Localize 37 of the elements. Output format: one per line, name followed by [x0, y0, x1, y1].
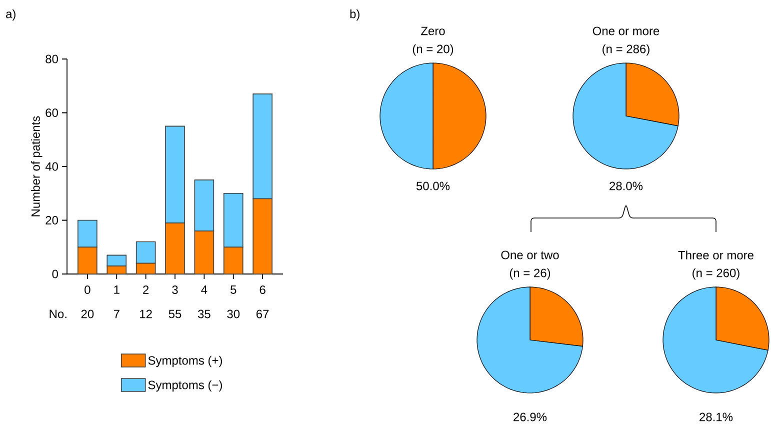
x-tick-label: 2	[143, 286, 149, 294]
chart-title: Zero	[421, 26, 445, 36]
chart-subtitle: (n = 260)	[692, 268, 740, 280]
legend-label: Symptoms (+)	[148, 356, 222, 368]
y-axis-title: Number of patients	[31, 116, 42, 216]
total-label: 20	[81, 310, 94, 318]
y-tick-label: 60	[46, 108, 58, 117]
total-label: 7	[114, 310, 120, 318]
text: b)	[350, 9, 360, 21]
y-tick-label: 20	[46, 216, 58, 224]
chart-title: One or two	[501, 250, 559, 260]
total-label: 55	[168, 310, 182, 318]
x-tick-label: 3	[172, 286, 178, 294]
x-tick-label: 1	[114, 286, 120, 294]
chart-subtitle: (n = 26)	[510, 268, 550, 280]
total-label: 30	[227, 310, 240, 318]
total-label: 12	[140, 310, 152, 318]
chart-subtitle: (n = 286)	[602, 44, 650, 56]
total-label: 67	[256, 310, 269, 318]
x-tick-label: 6	[260, 286, 266, 294]
text: 28.0%	[610, 182, 643, 190]
text: 50.0%	[416, 182, 450, 190]
text: a)	[6, 9, 16, 21]
chart-title: Three or more	[678, 250, 754, 260]
y-tick-label: 80	[46, 54, 58, 64]
x-tick-label: 5	[230, 286, 236, 294]
chart-subtitle: (n = 20)	[412, 44, 454, 56]
x-tick-label: 0	[84, 286, 90, 294]
chart-title: One or more	[592, 26, 660, 36]
text: No.	[50, 310, 66, 318]
y-tick-label: 0	[52, 270, 58, 278]
text: 28.1%	[700, 412, 733, 422]
y-tick-label: 40	[45, 162, 58, 171]
text: 26.9%	[514, 412, 547, 422]
total-label: 35	[198, 310, 210, 318]
legend-label: Symptoms (−)	[148, 380, 222, 392]
x-tick-label: 4	[201, 286, 208, 294]
